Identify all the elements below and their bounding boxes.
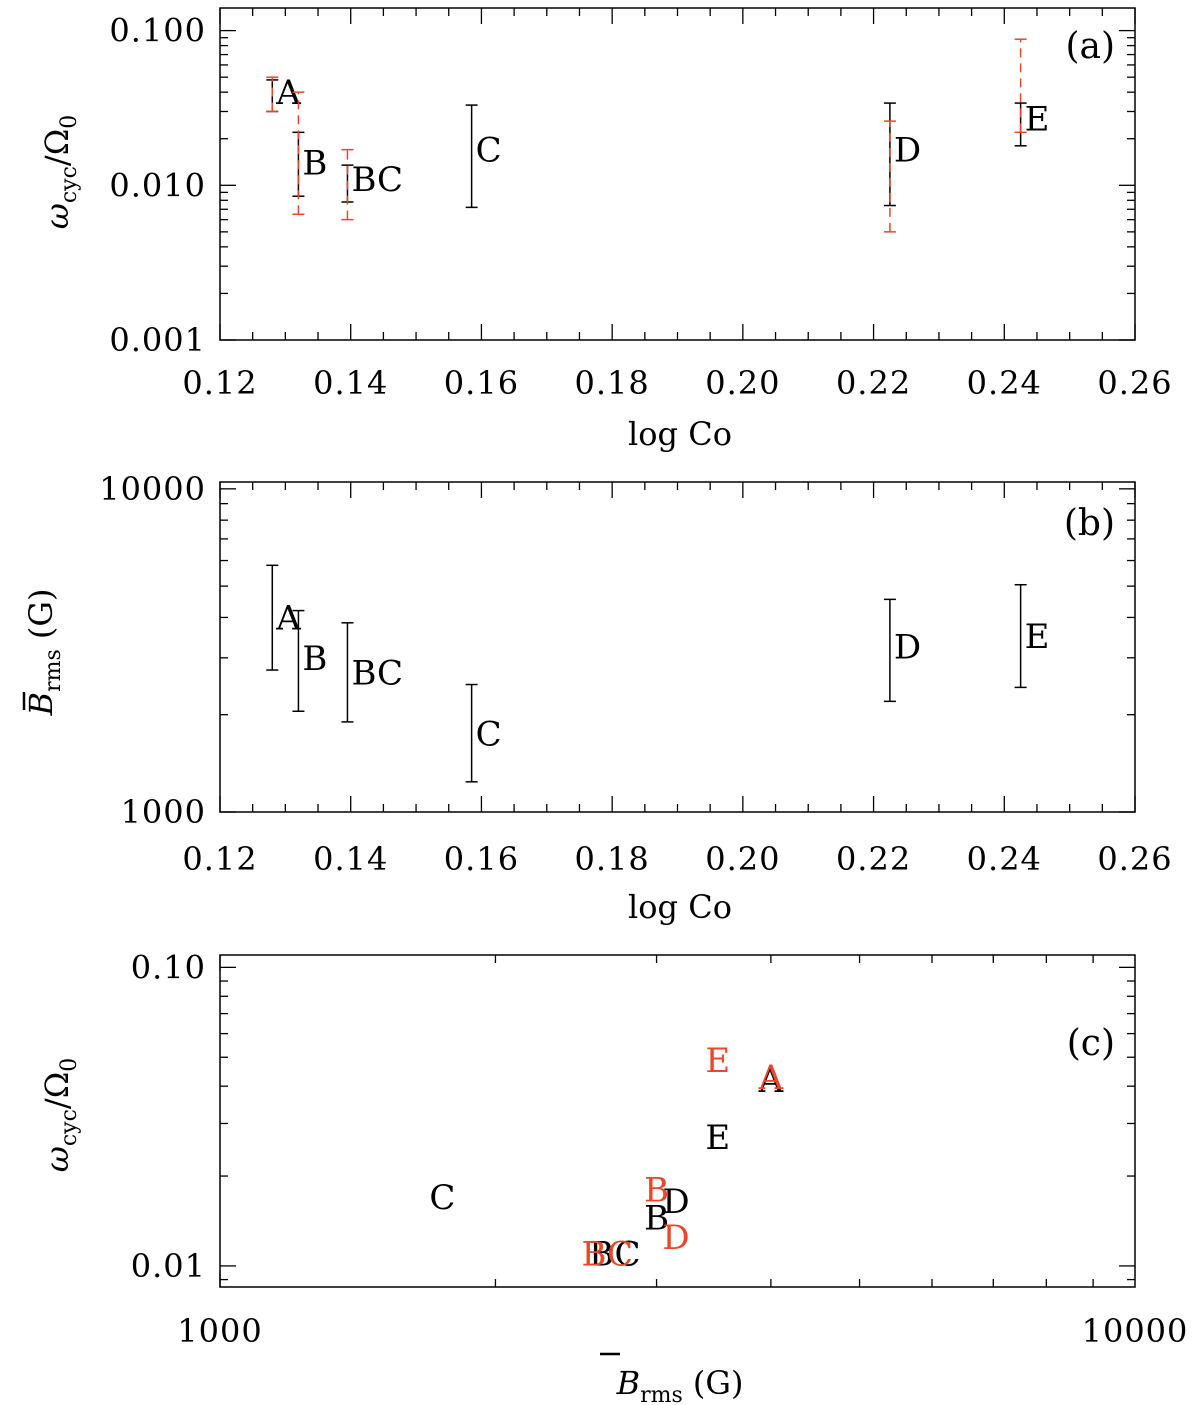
x-tick-label: 10000 — [1082, 1312, 1189, 1350]
point-label-b: B — [302, 639, 327, 679]
error-bar-bc — [341, 622, 354, 723]
x-tick-label: 0.24 — [967, 840, 1042, 878]
error-bar-bc-alt — [341, 148, 354, 221]
y-tick-label: 0.001 — [109, 321, 206, 359]
point-label-b: B — [644, 1199, 669, 1239]
x-tick-label: 0.26 — [1097, 840, 1172, 878]
panel-b-label: (b) — [1064, 503, 1115, 544]
error-bar-e — [1014, 583, 1027, 689]
point-label-e-alt: E — [705, 1041, 730, 1081]
error-bar-e-alt — [1014, 38, 1027, 134]
point-label-d: D — [894, 628, 921, 668]
point-label-bc: BC — [589, 1235, 641, 1275]
error-bar-c — [465, 683, 478, 783]
point-label-d-alt: D — [662, 1218, 689, 1258]
point-label-bc: BC — [351, 160, 403, 200]
point-label-b-alt: B — [644, 1171, 669, 1211]
error-bar-a-alt — [266, 76, 279, 113]
x-tick-label: 0.16 — [444, 364, 519, 402]
x-tick-label: 0.14 — [313, 364, 388, 402]
x-tick-label: 0.18 — [575, 840, 650, 878]
panel-a-ylabel: ωcyc/Ω0 — [38, 115, 82, 229]
x-tick-label: 0.20 — [705, 364, 780, 402]
x-tick-label: 0.22 — [836, 840, 911, 878]
y-tick-label: 0.100 — [109, 12, 206, 50]
point-label-e: E — [1025, 617, 1050, 657]
x-tick-label: 0.16 — [444, 840, 519, 878]
point-label-a: A — [275, 598, 301, 638]
plot-frame — [219, 481, 1136, 813]
panel-c-ylabel: ωcyc/Ω0 — [38, 1058, 82, 1172]
point-label-d: D — [662, 1182, 689, 1222]
point-label-d: D — [894, 131, 921, 171]
svg-text:Brms (G): Brms (G) — [616, 1364, 744, 1405]
error-bar-a — [266, 564, 279, 671]
svg-text:Brms (G): Brms (G) — [22, 589, 66, 717]
error-bar-d-alt — [883, 120, 896, 233]
point-label-a-alt: A — [758, 1058, 784, 1098]
point-label-c: C — [429, 1178, 455, 1218]
panel-b: 0.12 0.14 0.16 0.18 0.20 0.22 0.24 0.26 1000 1000… — [22, 470, 1172, 926]
panel-b-xlabel: log Co — [628, 888, 732, 926]
panel-c-xlabel: Brms (G) — [600, 1352, 744, 1405]
point-label-e: E — [705, 1118, 730, 1158]
point-label-b: B — [302, 144, 327, 184]
point-label-a: A — [275, 73, 301, 113]
point-label-bc-alt: BC — [581, 1235, 633, 1275]
point-label-e: E — [1025, 100, 1050, 140]
error-bar-c — [465, 104, 478, 209]
error-bar-b — [292, 609, 305, 713]
svg-text:ωcyc/Ω0: ωcyc/Ω0 — [38, 115, 82, 229]
y-tick-label: 0.10 — [131, 948, 206, 986]
point-label-c: C — [476, 714, 502, 754]
panel-a: 0.12 0.14 0.16 0.18 0.20 0.22 0.24 0.26 0.001 0.0… — [38, 7, 1172, 453]
error-bar-b-alt — [292, 91, 305, 215]
panel-a-xlabel: log Co — [628, 415, 732, 453]
svg-text:ωcyc/Ω0: ωcyc/Ω0 — [38, 1058, 82, 1172]
panel-b-ylabel: Brms (G) — [22, 589, 66, 717]
x-tick-label: 0.26 — [1097, 364, 1172, 402]
x-tick-label: 0.22 — [836, 364, 911, 402]
plot-frame — [219, 954, 1136, 1288]
y-tick-label: 0.01 — [131, 1247, 206, 1285]
y-tick-label: 0.010 — [109, 166, 206, 204]
point-label-a: A — [758, 1061, 784, 1101]
x-tick-label: 0.20 — [705, 840, 780, 878]
point-label-c: C — [476, 131, 502, 171]
point-label-bc: BC — [351, 654, 403, 694]
panel-a-label: (a) — [1065, 26, 1115, 67]
y-tick-label: 1000 — [121, 793, 206, 831]
x-tick-label: 0.14 — [313, 840, 388, 878]
panel-c-label: (c) — [1067, 1023, 1115, 1064]
error-bar-d — [883, 598, 896, 703]
x-tick-label: 0.18 — [575, 364, 650, 402]
y-tick-label: 10000 — [99, 470, 206, 508]
x-tick-label: 0.24 — [967, 364, 1042, 402]
x-tick-label: 0.12 — [182, 364, 257, 402]
x-tick-label: 0.12 — [182, 840, 257, 878]
x-tick-label: 1000 — [177, 1312, 262, 1350]
